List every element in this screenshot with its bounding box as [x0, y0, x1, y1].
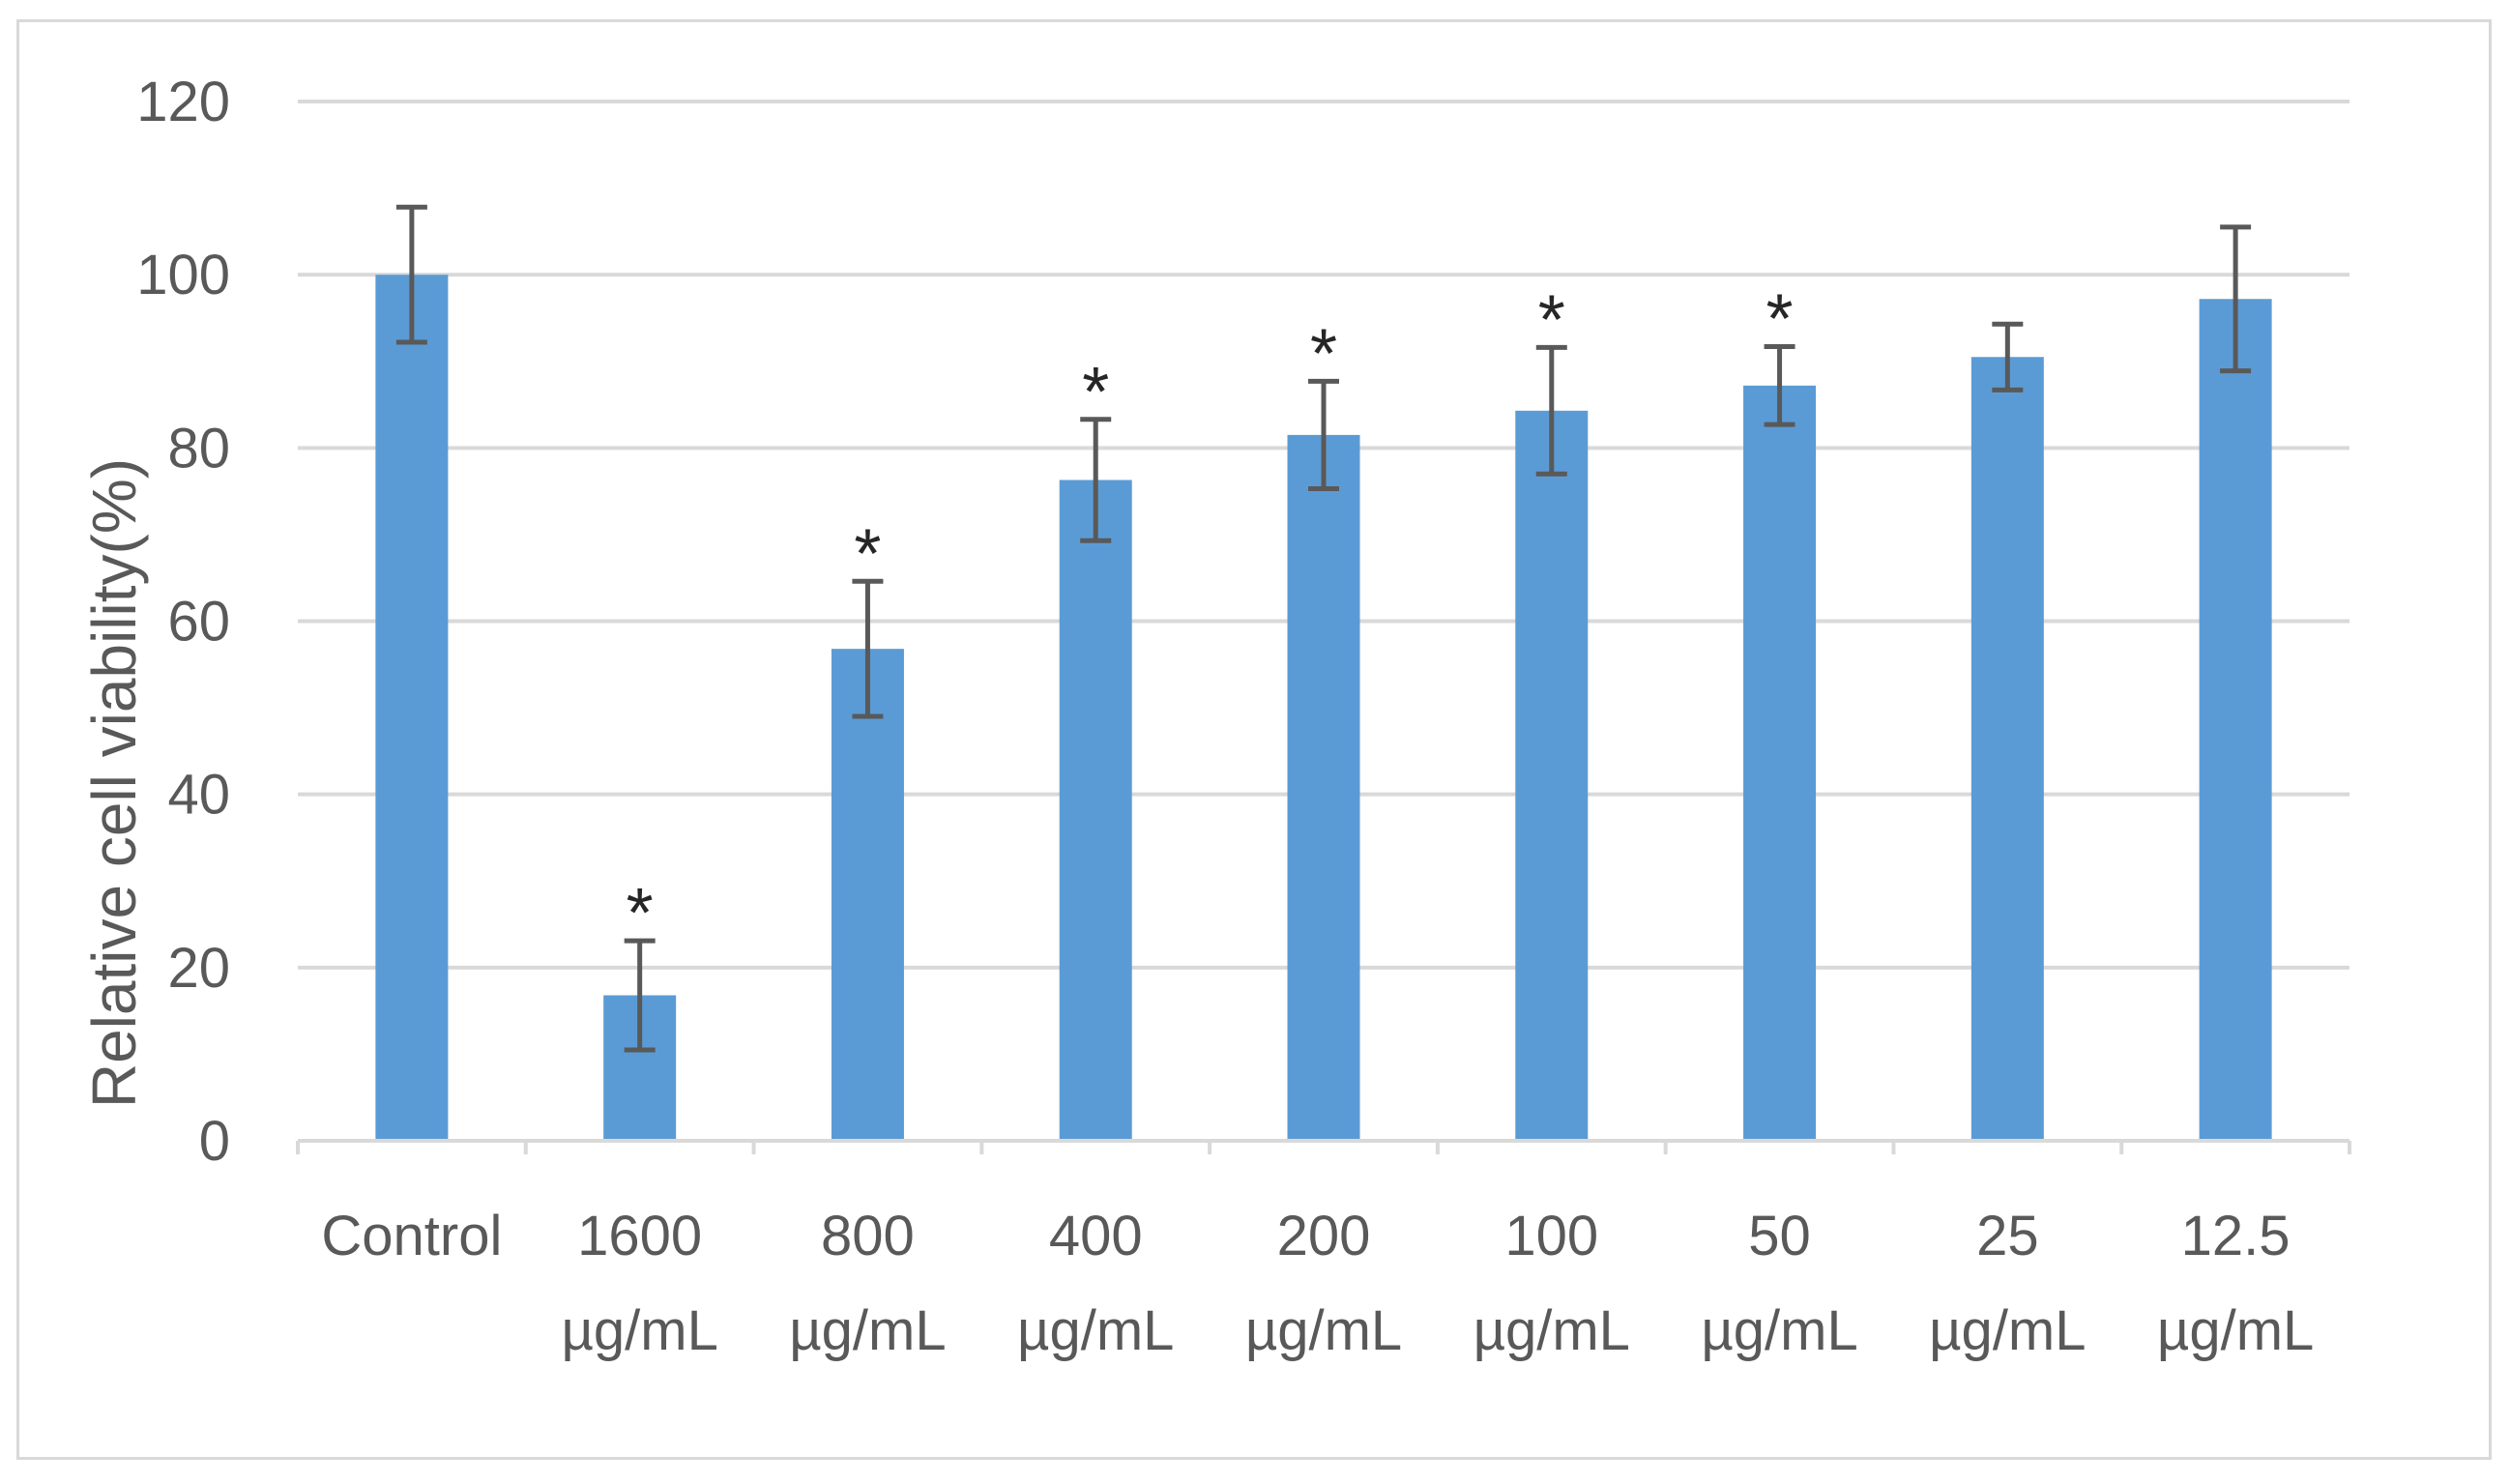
y-tick-label-120: 120 [136, 71, 230, 133]
x-category-label-7-0: 25 [1976, 1205, 2039, 1267]
significance-mark-2: * [854, 515, 881, 593]
error-bar-5 [1535, 344, 1567, 477]
bar-6 [1743, 385, 1817, 1141]
y-axis-title: Relative cell viability(%) [79, 458, 149, 1108]
bars [375, 275, 2272, 1142]
error-bar-6 [1764, 344, 1795, 427]
x-category-label-3-1: µg/mL [1017, 1299, 1174, 1362]
significance-mark-5: * [1538, 281, 1565, 359]
x-category-label-2-0: 800 [821, 1205, 915, 1267]
y-tick-label-100: 100 [136, 244, 230, 306]
x-category-label-8-1: µg/mL [2157, 1299, 2314, 1362]
bar-2 [831, 649, 904, 1141]
significance-mark-1: * [627, 875, 654, 952]
x-category-label-0-0: Control [321, 1205, 502, 1267]
axis-labels: 0 20 40 60 80 100 120 Control * 1600 µg/mL * 800 µg/m… [136, 71, 2314, 1362]
error-bar-7 [1992, 321, 2024, 393]
x-axis [296, 1139, 2351, 1154]
bar-0 [375, 275, 449, 1142]
x-category-label-6-1: µg/mL [1701, 1299, 1857, 1362]
error-bar-3 [1080, 417, 1112, 543]
significance-mark-4: * [1310, 315, 1337, 393]
bar-5 [1515, 410, 1589, 1141]
y-tick-label-0: 0 [199, 1110, 230, 1173]
y-tick-label-80: 80 [167, 417, 230, 480]
error-bar-4 [1308, 378, 1339, 491]
x-category-label-5-1: µg/mL [1474, 1299, 1630, 1362]
error-bar-8 [2220, 224, 2252, 374]
error-bar-2 [852, 578, 884, 719]
y-tick-label-60: 60 [167, 591, 230, 654]
x-category-label-3-0: 400 [1049, 1205, 1143, 1267]
error-bars [395, 204, 2252, 1053]
y-tick-label-20: 20 [167, 937, 230, 1000]
significance-mark-3: * [1082, 354, 1109, 431]
significance-mark-6: * [1766, 281, 1794, 359]
x-category-label-5-0: 100 [1504, 1205, 1598, 1267]
bar-7 [1970, 357, 2044, 1141]
bar-3 [1059, 480, 1132, 1142]
x-category-label-1-0: 1600 [577, 1205, 702, 1267]
bar-8 [2199, 299, 2272, 1141]
error-bar-0 [395, 204, 427, 345]
x-category-label-8-0: 12.5 [2181, 1205, 2291, 1267]
x-category-label-4-0: 200 [1277, 1205, 1371, 1267]
error-bar-1 [624, 938, 656, 1053]
bar-4 [1287, 434, 1360, 1141]
y-tick-label-40: 40 [167, 764, 230, 827]
x-category-label-1-1: µg/mL [561, 1299, 717, 1362]
x-category-label-4-1: µg/mL [1245, 1299, 1402, 1362]
x-category-label-7-1: µg/mL [1929, 1299, 2086, 1362]
x-category-label-6-0: 50 [1748, 1205, 1811, 1267]
x-category-label-2-1: µg/mL [789, 1299, 946, 1362]
